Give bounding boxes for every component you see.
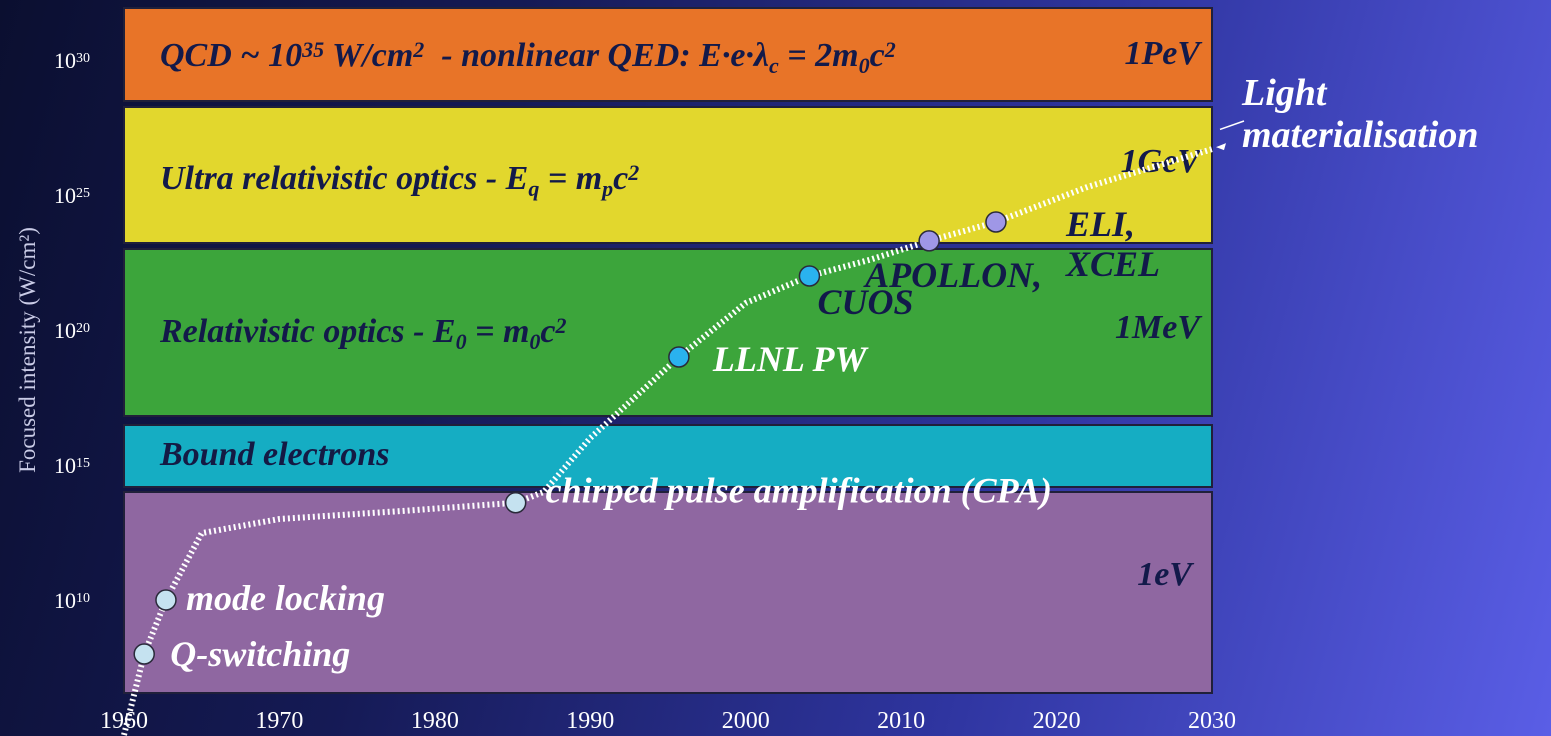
annotation-line-1: Light — [1242, 72, 1327, 114]
y-tick-label: 1020 — [54, 318, 90, 343]
y-axis-label: Focused intensity (W/cm²) — [15, 227, 40, 473]
band-pev-rect — [123, 7, 1213, 102]
y-tick-base: 10 — [54, 318, 76, 343]
band-bound-label-part: Bound electrons — [159, 436, 390, 473]
band-pev-label-part: = 2m — [779, 37, 859, 74]
data-point-marker — [798, 265, 821, 287]
y-tick-base: 10 — [54, 183, 76, 208]
annotation-arrow-head — [1216, 143, 1226, 151]
band-gev-label-part: 2 — [627, 160, 639, 185]
band-pev-energy-label: 1PeV — [1124, 35, 1202, 72]
y-tick-exponent: 30 — [76, 51, 90, 66]
band-gev-label-part: E — [505, 160, 529, 197]
band-mev-label-part: 2 — [555, 313, 567, 338]
y-axis-label-container: Focused intensity (W/cm²) — [8, 120, 48, 580]
band-gev-label-part: q — [528, 176, 539, 201]
band-mev-rect — [123, 248, 1213, 417]
band-pev-label-part: 0 — [859, 53, 870, 78]
data-point-marker — [668, 346, 690, 368]
x-tick-label: 2010 — [877, 708, 925, 734]
band-pev-label-part: 2 — [884, 37, 896, 62]
data-point-marker — [155, 589, 177, 611]
band-pev-label-part: 2 — [412, 37, 424, 62]
band-pev-label: QCD ~ 1035 W/cm2 - nonlinear QED: E·e·λc… — [160, 37, 896, 78]
y-tick-base: 10 — [54, 48, 76, 73]
band-mev-label-part: Relativistic optics - — [159, 313, 433, 350]
band-ev-rect — [123, 491, 1213, 694]
band-mev-label-part: E — [432, 313, 456, 350]
x-tick-label: 2020 — [1033, 708, 1081, 734]
x-tick-label: 1990 — [566, 708, 614, 734]
band-mev-label-part: 0 — [456, 329, 467, 354]
x-tick-label: 1960 — [100, 708, 148, 734]
band-gev-rect — [123, 106, 1213, 244]
y-tick-label: 1015 — [54, 453, 90, 478]
band-pev-label-part: c — [769, 53, 779, 78]
light-materialisation-annotation: Light materialisation — [1242, 72, 1478, 156]
x-tick-label: 2000 — [722, 708, 770, 734]
band-mev-label-part: c — [540, 313, 555, 350]
band-gev-label-part: = m — [539, 160, 602, 197]
data-point-marker — [918, 230, 940, 252]
band-pev-label-part: - nonlinear QED: E·e·λ — [424, 37, 769, 74]
band-ev-energy-label: 1eV — [1137, 556, 1194, 593]
x-tick-label: 2030 — [1188, 708, 1236, 734]
y-tick-label: 1030 — [54, 48, 90, 73]
band-mev-label-part: 0 — [529, 329, 540, 354]
band-gev-label-part: Ultra relativistic optics - — [160, 160, 506, 197]
band-mev-label-part: = m — [467, 313, 530, 350]
annotation-arrow-line — [1219, 120, 1245, 131]
data-point-label: CUOS — [817, 282, 913, 322]
data-point-label: LLNL PW — [712, 339, 870, 379]
y-tick-label: 1010 — [54, 588, 90, 613]
y-tick-exponent: 15 — [76, 456, 90, 471]
x-tick-label: 1980 — [411, 708, 459, 734]
band-gev-label-part: p — [600, 176, 613, 201]
band-pev-label-part: W/cm — [324, 37, 413, 74]
x-tick-label: 1970 — [255, 708, 303, 734]
annotation-line-2: materialisation — [1242, 114, 1479, 156]
band-pev-label-part: c — [870, 37, 885, 74]
y-tick-exponent: 10 — [76, 591, 90, 606]
data-point-label: chirped pulse amplification (CPA) — [546, 471, 1052, 511]
y-tick-exponent: 25 — [76, 186, 90, 201]
band-gev-label: Ultra relativistic optics - Eq = mpc2 — [160, 160, 639, 201]
band-bound-label: Bound electrons — [159, 436, 390, 473]
band-pev-label-part: 35 — [301, 37, 324, 62]
band-gev-label-part: c — [613, 160, 628, 197]
y-tick-exponent: 20 — [76, 321, 90, 336]
band-pev-label-part: QCD ~ 10 — [160, 37, 302, 74]
band-bound-rect — [123, 424, 1213, 488]
data-point-label: Q-switching — [170, 634, 350, 674]
data-point-marker — [985, 211, 1007, 233]
band-mev-energy-label: 1MeV — [1115, 309, 1202, 346]
band-mev-label: Relativistic optics - E0 = m0c2 — [159, 313, 567, 354]
y-tick-base: 10 — [54, 453, 76, 478]
y-tick-label: 1025 — [54, 183, 90, 208]
data-point-label: ELI, — [1065, 204, 1135, 244]
data-point-label: mode locking — [186, 578, 385, 618]
data-point-label: APOLLON, — [863, 255, 1042, 295]
data-point-marker — [133, 643, 155, 665]
data-point-marker — [504, 491, 527, 514]
data-point-label-line2: XCEL — [1065, 244, 1160, 284]
y-tick-base: 10 — [54, 588, 76, 613]
